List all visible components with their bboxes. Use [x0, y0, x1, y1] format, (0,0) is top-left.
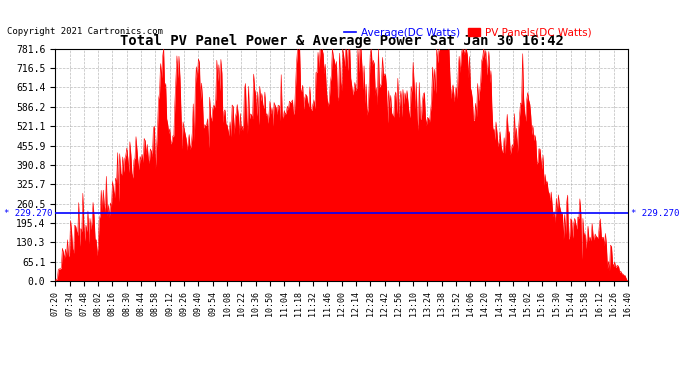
Text: * 229.270: * 229.270	[631, 209, 679, 218]
Text: Copyright 2021 Cartronics.com: Copyright 2021 Cartronics.com	[7, 27, 163, 36]
Legend: Average(DC Watts), PV Panels(DC Watts): Average(DC Watts), PV Panels(DC Watts)	[339, 24, 595, 42]
Title: Total PV Panel Power & Average Power Sat Jan 30 16:42: Total PV Panel Power & Average Power Sat…	[119, 34, 564, 48]
Text: * 229.270: * 229.270	[4, 209, 52, 218]
